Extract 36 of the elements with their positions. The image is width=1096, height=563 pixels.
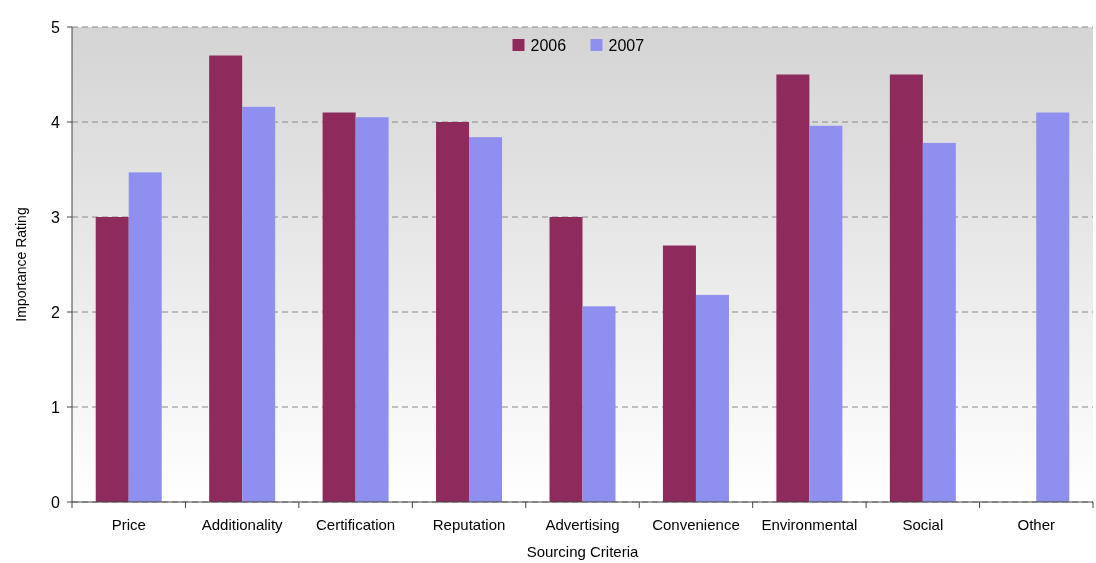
x-tick-label: Certification [316,516,396,533]
x-tick-label: Reputation [432,516,506,533]
bar [695,294,729,502]
bar [582,306,616,502]
x-tick-label: Other [1017,516,1056,533]
y-tick-label: 3 [51,208,61,226]
y-tick-label: 5 [51,18,61,36]
y-tick-label: 2 [51,303,61,321]
bar [355,117,389,502]
y-axis-title: Importance Rating [13,207,29,322]
bar [662,245,696,502]
bar [922,142,956,502]
y-tick-label: 0 [51,493,61,511]
y-tick-label: 4 [51,113,61,131]
bar [809,125,843,502]
x-tick-label: Advertising [545,516,620,533]
bar [322,112,356,502]
bar [242,106,276,502]
y-tick-label: 1 [51,398,61,416]
bar [436,122,470,502]
x-tick-label: Social [902,516,944,533]
bar [128,172,162,502]
legend-label: 2006 [530,36,567,54]
bar [776,74,810,502]
x-tick-label: Environmental [761,516,858,533]
bar [95,217,129,502]
bar [889,74,923,502]
x-tick-label: Price [111,516,146,533]
x-axis-title: Sourcing Criteria [526,543,640,560]
legend-label: 2007 [608,36,645,54]
x-tick-label: Convenience [652,516,740,533]
bar [469,137,503,502]
bar [209,55,243,502]
x-tick-label: Additionality [201,516,284,533]
bar [549,217,583,502]
bar [1036,112,1070,502]
